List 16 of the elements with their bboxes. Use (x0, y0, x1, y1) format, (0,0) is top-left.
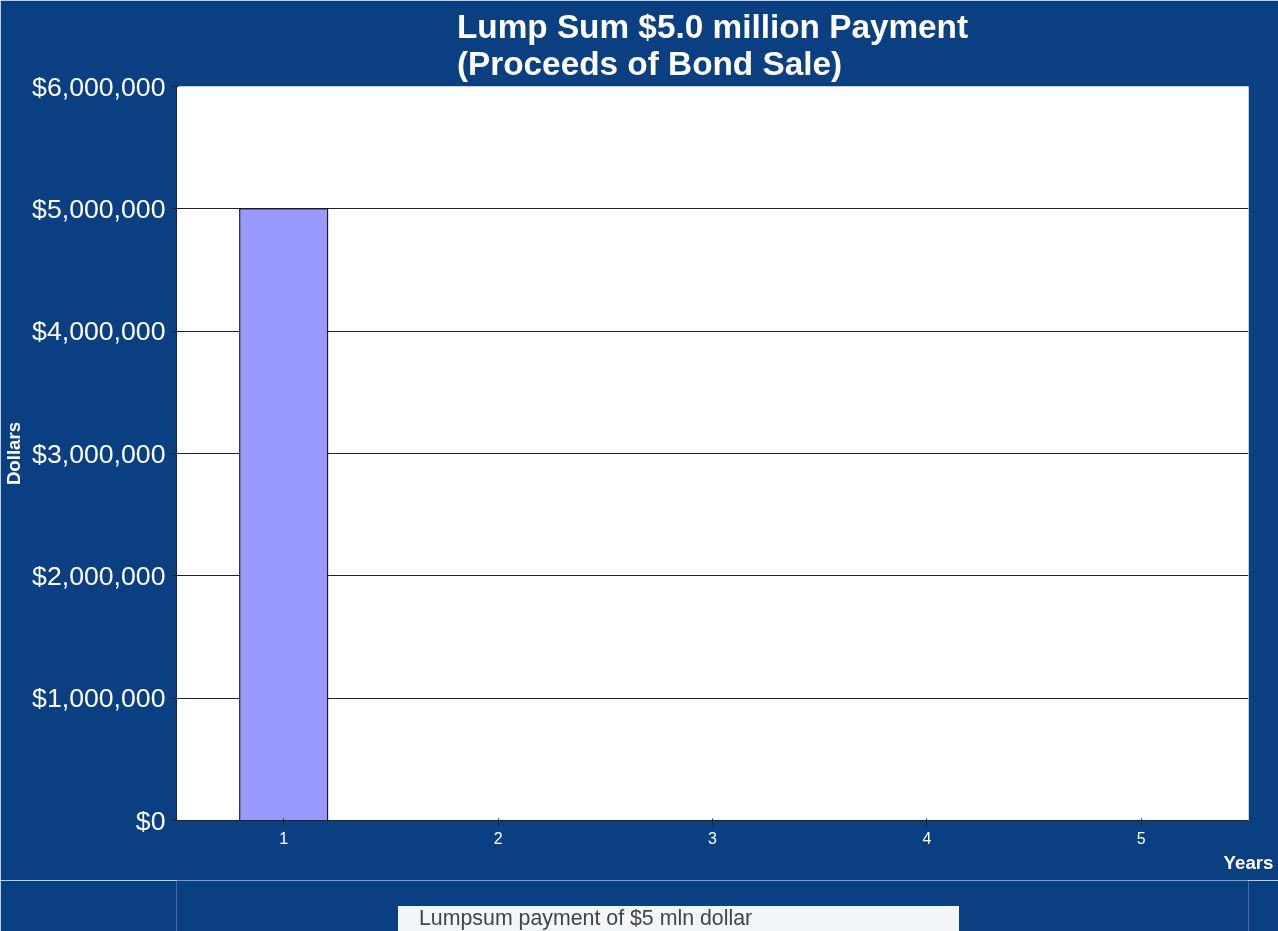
y-tick-label: $6,000,000 (32, 71, 166, 102)
y-tick-label: $4,000,000 (32, 316, 166, 347)
x-tick-label: 2 (493, 829, 503, 847)
text: Lumpsum payment of $5 mln dollar (419, 906, 754, 931)
y-axis-title: Dollars (3, 421, 25, 486)
y-tick-label: $2,000,000 (32, 560, 166, 591)
y-tick-label: $1,000,000 (32, 683, 166, 714)
x-tick-label: 4 (922, 829, 932, 847)
y-tick-label: $5,000,000 (32, 193, 166, 224)
y-tick-label: $3,000,000 (32, 438, 166, 469)
x-tick-label: 5 (1136, 829, 1146, 847)
x-tick-label: 1 (279, 829, 289, 847)
x-tick-label: 3 (708, 829, 718, 847)
x-axis-title: Years (1223, 851, 1274, 873)
y-tick-label: $0 (135, 805, 166, 836)
chart-title: Lump Sum $5.0 million Payment (Proceeds of Bond Sale) (456, 7, 969, 82)
